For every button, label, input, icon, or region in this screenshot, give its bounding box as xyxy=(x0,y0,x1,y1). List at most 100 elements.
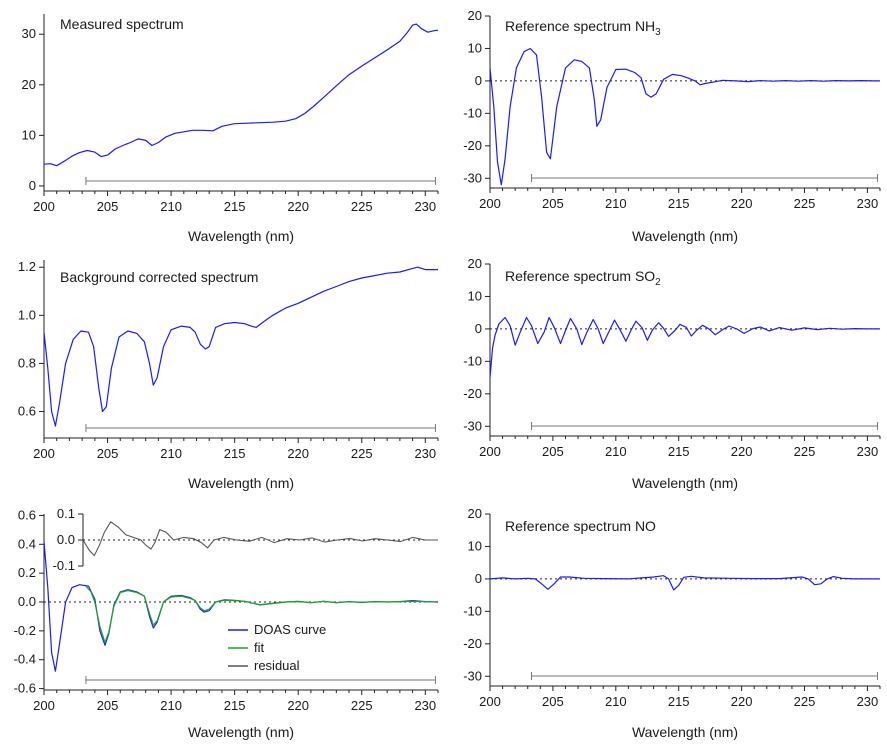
y-tick-label: 20 xyxy=(468,256,482,271)
x-tick-label: 230 xyxy=(857,444,879,459)
y-tick-label: 20 xyxy=(468,8,482,23)
x-tick-label: 200 xyxy=(479,196,501,211)
fit-window-bracket xyxy=(531,672,878,680)
x-tick-label: 215 xyxy=(668,196,690,211)
y-tick-label: 20 xyxy=(22,77,36,92)
x-axis-label: Wavelength (nm) xyxy=(188,228,294,244)
x-tick-label: 205 xyxy=(97,199,119,214)
y-tick-label: -0.2 xyxy=(14,623,36,638)
y-tick-label: 10 xyxy=(468,40,482,55)
inset-y-tick-label: 0.1 xyxy=(57,506,75,521)
x-tick-label: 220 xyxy=(731,444,753,459)
x-tick-label: 215 xyxy=(668,694,690,709)
series-line-residual xyxy=(82,521,438,557)
x-tick-label: 230 xyxy=(414,199,436,214)
series-line-fit xyxy=(85,585,436,644)
x-axis-label: Wavelength (nm) xyxy=(632,724,738,740)
y-tick-label: 1.0 xyxy=(18,307,36,322)
y-tick-label: 0.2 xyxy=(18,565,36,580)
inset-y-tick-label: 0.0 xyxy=(57,532,75,547)
series-line-spectrum xyxy=(43,23,439,167)
x-axis-label: Wavelength (nm) xyxy=(188,724,294,740)
x-tick-label: 215 xyxy=(224,199,246,214)
y-tick-label: 0 xyxy=(475,571,482,586)
y-tick-label: -10 xyxy=(463,603,482,618)
x-tick-label: 205 xyxy=(542,694,564,709)
x-tick-label: 230 xyxy=(857,196,879,211)
legend-label: residual xyxy=(254,658,300,673)
y-tick-label: 10 xyxy=(468,538,482,553)
x-tick-label: 225 xyxy=(794,196,816,211)
x-tick-label: 200 xyxy=(479,694,501,709)
x-tick-label: 210 xyxy=(160,446,182,461)
x-tick-label: 200 xyxy=(33,446,55,461)
x-tick-label: 220 xyxy=(287,446,309,461)
legend-label: DOAS curve xyxy=(254,622,326,637)
y-tick-label: 0 xyxy=(475,321,482,336)
residual-inset: 0.1 0.0 -0.1 xyxy=(53,506,438,573)
x-tick-label: 200 xyxy=(33,199,55,214)
y-tick-label: 1.2 xyxy=(18,259,36,274)
x-tick-label: 225 xyxy=(794,694,816,709)
x-tick-label: 205 xyxy=(542,196,564,211)
x-tick-label: 205 xyxy=(542,444,564,459)
panel-title-so2: Reference spectrum SO2 xyxy=(505,268,661,288)
legend-item: fit xyxy=(228,640,265,655)
panel-doas-fit: Wavelength (nm) 200 205 210 215 220 225 230 -0.… xyxy=(14,506,439,740)
panel-no: Reference spectrum NO Wavelength (nm) 20… xyxy=(463,506,881,740)
legend: DOAS curve fit residual xyxy=(228,622,326,673)
panel-background-corrected: Background corrected spectrum Wavelength… xyxy=(18,259,439,491)
fit-window-bracket xyxy=(531,174,878,182)
x-tick-label: 215 xyxy=(224,446,246,461)
y-tick-label: 20 xyxy=(468,506,482,521)
y-tick-label: -10 xyxy=(463,353,482,368)
y-tick-label: 0 xyxy=(29,178,36,193)
fit-window-bracket xyxy=(531,422,878,430)
y-tick-label: -30 xyxy=(463,668,482,683)
panel-title-measured: Measured spectrum xyxy=(60,16,184,32)
y-tick-label: 0 xyxy=(475,73,482,88)
x-tick-label: 210 xyxy=(605,196,627,211)
x-tick-label: 210 xyxy=(605,694,627,709)
x-tick-label: 205 xyxy=(97,698,119,713)
panel-nh3: Reference spectrum NH3 Wavelength (nm) 2… xyxy=(463,8,881,244)
legend-item: DOAS curve xyxy=(228,622,326,637)
fit-window-bracket xyxy=(85,177,436,185)
x-tick-label: 225 xyxy=(351,698,373,713)
x-axis-label: Wavelength (nm) xyxy=(632,228,738,244)
series-line-spectrum xyxy=(489,47,880,186)
legend-label: fit xyxy=(254,640,265,655)
x-tick-label: 215 xyxy=(224,698,246,713)
x-tick-label: 220 xyxy=(731,694,753,709)
legend-item: residual xyxy=(228,658,300,673)
y-tick-label: -20 xyxy=(463,386,482,401)
x-tick-label: 210 xyxy=(605,444,627,459)
panel-so2: Reference spectrum SO2 Wavelength (nm) 2… xyxy=(463,256,881,491)
panel-measured: Measured spectrum Wavelength (nm) 200 205… xyxy=(22,14,439,244)
series-line-spectrum xyxy=(43,266,438,427)
x-tick-label: 220 xyxy=(287,199,309,214)
x-tick-label: 225 xyxy=(351,446,373,461)
x-tick-label: 205 xyxy=(97,446,119,461)
x-tick-label: 230 xyxy=(857,694,879,709)
y-tick-label: 0.6 xyxy=(18,404,36,419)
x-tick-label: 220 xyxy=(731,196,753,211)
y-tick-label: 0.6 xyxy=(18,507,36,522)
x-tick-label: 225 xyxy=(351,199,373,214)
fit-window-bracket xyxy=(85,676,436,684)
x-tick-label: 210 xyxy=(160,199,182,214)
x-tick-label: 215 xyxy=(668,444,690,459)
y-tick-label: -10 xyxy=(463,105,482,120)
panel-title-nh3: Reference spectrum NH3 xyxy=(505,18,661,38)
inset-y-tick-label: -0.1 xyxy=(53,558,75,573)
fit-window-bracket xyxy=(85,424,436,432)
x-tick-label: 210 xyxy=(160,698,182,713)
y-tick-label: -0.4 xyxy=(14,652,36,667)
series-line-spectrum xyxy=(489,575,880,591)
x-tick-label: 230 xyxy=(414,698,436,713)
y-tick-label: -30 xyxy=(463,418,482,433)
y-tick-label: 0.4 xyxy=(18,536,36,551)
x-axis-label: Wavelength (nm) xyxy=(632,475,738,491)
x-tick-label: 200 xyxy=(33,698,55,713)
